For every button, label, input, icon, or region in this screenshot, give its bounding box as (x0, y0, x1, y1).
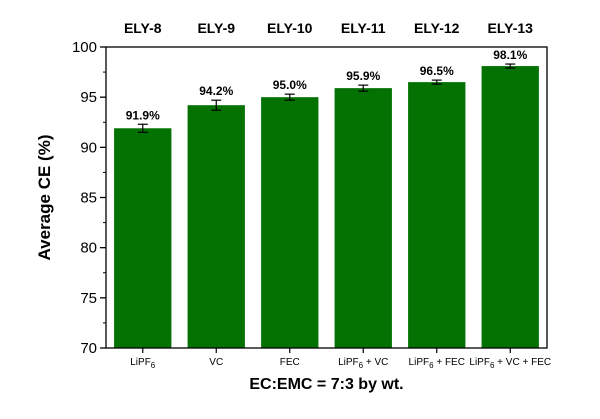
category-label: FEC (280, 357, 300, 368)
value-label: 94.2% (199, 84, 233, 98)
category-label-base: FEC (280, 357, 300, 368)
y-axis-title: Average CE (%) (35, 135, 54, 261)
category-label-rest: + VC + FEC (494, 357, 551, 368)
electrolyte-id-label: ELY-12 (414, 20, 460, 36)
value-label: 95.9% (346, 69, 380, 83)
category-label-base: LiPF (469, 357, 490, 368)
value-label: 91.9% (126, 108, 160, 122)
category-label-subscript: 6 (359, 361, 364, 370)
y-tick-label: 95 (80, 89, 97, 106)
category-label-base: LiPF (338, 357, 359, 368)
category-label: LiPF6 + FEC (409, 357, 465, 370)
bar (114, 128, 172, 348)
electrolyte-id-label: ELY-9 (197, 20, 235, 36)
bar (408, 82, 466, 348)
value-label: 98.1% (493, 48, 527, 62)
bar (187, 105, 245, 349)
category-label-base: LiPF (409, 357, 430, 368)
y-tick-label: 100 (72, 39, 97, 56)
electrolyte-id-label: ELY-8 (124, 20, 162, 36)
category-label-subscript: 6 (151, 361, 156, 370)
value-label: 96.5% (420, 64, 454, 78)
electrolyte-id-label: ELY-13 (488, 20, 534, 36)
category-label-rest: + FEC (434, 357, 465, 368)
y-tick-label: 90 (80, 139, 97, 156)
y-tick-label: 75 (80, 290, 97, 307)
category-label: LiPF6 + VC + FEC (469, 357, 551, 370)
category-label-subscript: 6 (429, 361, 434, 370)
category-label: VC (209, 357, 223, 368)
electrolyte-id-label: ELY-10 (267, 20, 313, 36)
y-tick-label: 80 (80, 240, 97, 257)
y-tick-label: 85 (80, 190, 97, 207)
category-label-base: LiPF (130, 357, 151, 368)
category-label-base: VC (209, 357, 223, 368)
bars-layer (114, 66, 539, 349)
bar (334, 88, 392, 349)
x-axis-title: EC:EMC = 7:3 by wt. (249, 376, 403, 393)
plot-frame (105, 46, 548, 349)
y-tick-label: 70 (80, 340, 97, 357)
category-label-subscript: 6 (490, 361, 495, 370)
bar (261, 97, 319, 349)
category-label: LiPF6 + VC (338, 357, 388, 370)
error-bars-layer (137, 63, 516, 133)
axis-layer: 70758085909510091.9%ELY-8LiPF694.2%ELY-9… (72, 20, 551, 370)
bar (481, 66, 539, 349)
category-label: LiPF6 (130, 357, 156, 370)
value-label: 95.0% (273, 78, 307, 92)
electrolyte-id-label: ELY-11 (341, 20, 386, 36)
category-label-rest: + VC (363, 357, 388, 368)
